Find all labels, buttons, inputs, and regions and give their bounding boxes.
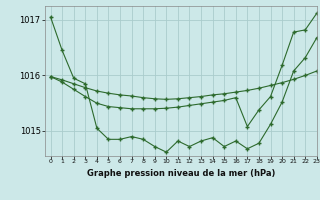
X-axis label: Graphe pression niveau de la mer (hPa): Graphe pression niveau de la mer (hPa) — [87, 169, 275, 178]
